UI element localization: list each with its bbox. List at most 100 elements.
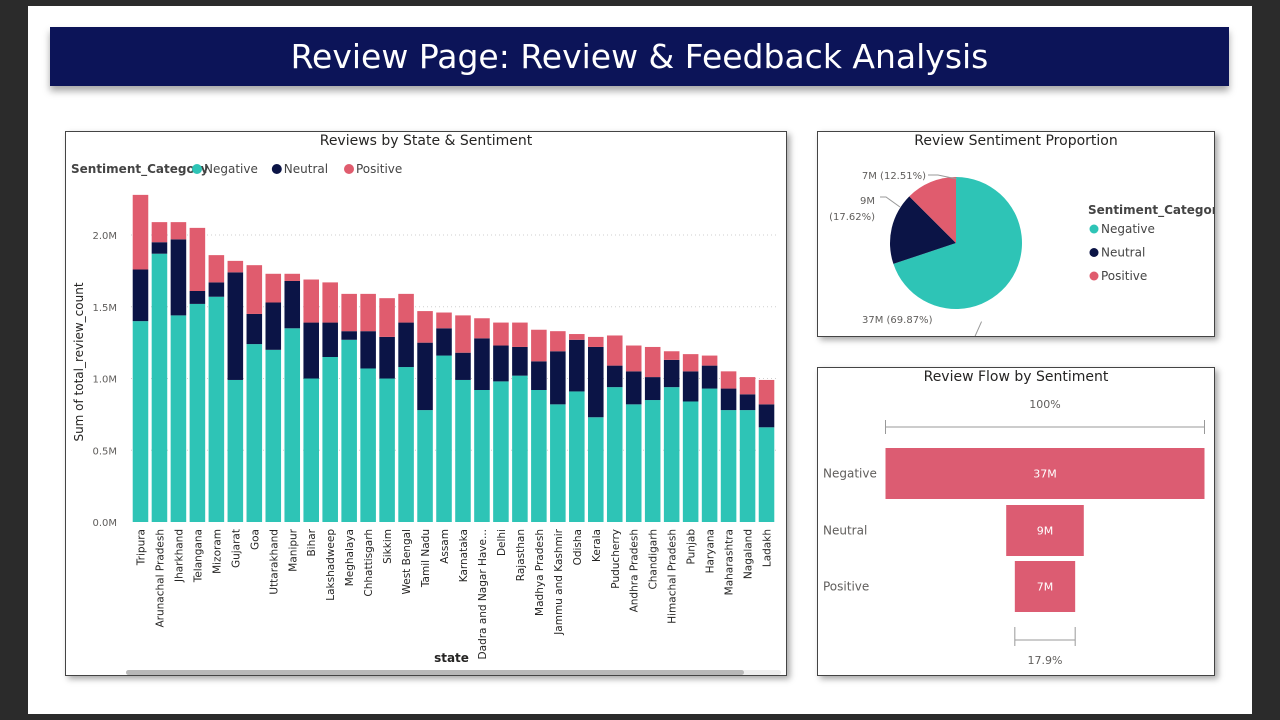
y-tick-label: 1.0M [92, 375, 117, 386]
bar-arunachal-pradesh-neutral [151, 242, 168, 254]
x-tick-label-chhattisgarh: Chhattisgarh [363, 529, 375, 597]
x-tick-label-manipur: Manipur [287, 528, 299, 571]
bar-odisha-positive [569, 334, 585, 340]
bar-jammu-and-kashmir-negative [550, 404, 566, 522]
bar-karnataka-neutral [455, 352, 471, 380]
bar-chandigarh-neutral [644, 377, 661, 401]
funnel-category-label-positive: Positive [823, 580, 869, 594]
x-tick-label-kerala: Kerala [591, 529, 603, 562]
bar-odisha-negative [569, 391, 585, 522]
bar-uttarakhand-negative [265, 349, 282, 522]
bar-punjab-positive [682, 354, 699, 372]
bar-madhya-pradesh-negative [531, 390, 547, 522]
legend-label-neutral: Neutral [284, 162, 328, 176]
bar-mizoram-negative [208, 296, 225, 522]
bar-delhi-negative [493, 381, 509, 522]
pie-data-label-neutral-value: 9M [860, 196, 875, 207]
bar-ladakh-positive [758, 379, 775, 405]
bar-west-bengal-neutral [398, 322, 414, 368]
bar-sikkim-negative [379, 378, 395, 522]
pie-legend-marker-negative [1089, 224, 1099, 234]
funnel-bottom-percent: 17.9% [1028, 654, 1063, 667]
pie-slice-neutral [890, 196, 956, 264]
bar-bihar-neutral [303, 322, 319, 379]
pie-legend-label-neutral: Neutral [1101, 246, 1145, 260]
bar-kerala-positive [588, 336, 604, 347]
bar-nagaland-negative [739, 410, 756, 522]
bar-arunachal-pradesh-positive [151, 222, 168, 243]
bar-sikkim-neutral [379, 336, 395, 379]
bar-goa-negative [246, 344, 263, 522]
funnel-bar-label-negative: 37M [1033, 468, 1057, 481]
pie-legend-label-negative: Negative [1101, 222, 1155, 236]
x-tick-label-rajasthan: Rajasthan [515, 529, 527, 581]
bar-maharashtra-neutral [720, 388, 737, 411]
bar-tripura-positive [132, 194, 149, 270]
x-tick-label-telangana: Telangana [192, 529, 204, 583]
bar-west-bengal-positive [398, 293, 414, 323]
bar-sikkim-positive [379, 298, 395, 337]
bar-lakshadweep-positive [322, 282, 338, 323]
x-axis-title: state [434, 651, 469, 665]
scrollbar-thumb[interactable] [126, 670, 744, 675]
bar-kerala-negative [588, 417, 604, 522]
report-page: Review Page: Review & Feedback Analysis … [28, 6, 1252, 714]
sentiment-funnel-chart[interactable]: Review Flow by Sentiment 100% 37M Negative… [817, 367, 1215, 676]
bar-chart-title: Reviews by State & Sentiment [319, 133, 533, 149]
bar-kerala-neutral [588, 346, 604, 418]
leader-line-positive [928, 174, 958, 180]
legend-marker-neutral [271, 164, 282, 174]
bar-meghalaya-positive [341, 293, 357, 332]
page-header: Review Page: Review & Feedback Analysis [50, 27, 1229, 86]
bar-himachal-pradesh-positive [663, 351, 680, 360]
bar-tamil-nadu-negative [417, 410, 433, 522]
bar-andhra-pradesh-neutral [625, 371, 642, 405]
bar-assam-negative [436, 355, 452, 522]
bar-puducherry-neutral [606, 365, 623, 388]
bar-himachal-pradesh-negative [663, 387, 680, 522]
leader-line-negative [969, 321, 983, 341]
x-tick-label-uttarakhand: Uttarakhand [268, 529, 280, 595]
funnel-category-label-negative: Negative [823, 467, 877, 481]
bar-gujarat-neutral [227, 272, 244, 380]
x-tick-label-goa: Goa [249, 529, 261, 550]
pie-data-label-neutral-percent: (17.62%) [829, 212, 875, 223]
bar-dadra-and-nagar-have-positive [474, 318, 490, 339]
bar-dadra-and-nagar-have-negative [474, 390, 490, 522]
bar-assam-positive [436, 312, 452, 329]
state-sentiment-bar-chart[interactable]: Reviews by State & Sentiment Sentiment_C… [65, 131, 787, 676]
bar-telangana-negative [189, 303, 206, 522]
bar-goa-positive [246, 265, 263, 314]
bar-jammu-and-kashmir-neutral [550, 351, 566, 405]
funnel-category-label-neutral: Neutral [823, 524, 867, 538]
bar-maharashtra-positive [720, 371, 737, 389]
bar-madhya-pradesh-positive [531, 329, 547, 362]
bar-ladakh-neutral [758, 404, 775, 428]
bar-puducherry-positive [606, 335, 623, 366]
legend-label-negative: Negative [204, 162, 258, 176]
bar-meghalaya-neutral [341, 331, 357, 340]
leader-line-neutral [880, 196, 901, 208]
x-tick-label-arunachal-pradesh: Arunachal Pradesh [154, 529, 166, 628]
pie-legend-marker-positive [1089, 271, 1099, 281]
bar-meghalaya-negative [341, 339, 357, 522]
x-tick-label-dadra-and-nagar-have: Dadra and Nagar Have... [477, 529, 489, 659]
pie-chart-svg: 37M (69.87%) 9M (17.62%) 7M (12.51%) Sentime… [829, 171, 1226, 341]
funnel-bar-label-neutral: 9M [1037, 525, 1054, 538]
bar-himachal-pradesh-neutral [663, 359, 680, 388]
bar-punjab-negative [682, 401, 699, 522]
legend-marker-negative [192, 164, 202, 174]
x-tick-label-chandigarh: Chandigarh [648, 529, 660, 590]
x-tick-label-himachal-pradesh: Himachal Pradesh [667, 529, 679, 624]
funnel-bar-negative [885, 448, 1205, 499]
bar-assam-neutral [436, 328, 452, 356]
bar-chhattisgarh-positive [360, 293, 376, 332]
bar-haryana-negative [701, 388, 718, 522]
pie-slice-negative [893, 177, 1022, 309]
sentiment-pie-chart[interactable]: Review Sentiment Proportion 37M (69.87%)… [817, 131, 1226, 341]
bar-karnataka-positive [455, 315, 471, 353]
bar-mizoram-positive [208, 255, 225, 283]
bar-goa-neutral [246, 313, 263, 345]
bar-andhra-pradesh-positive [625, 345, 642, 372]
